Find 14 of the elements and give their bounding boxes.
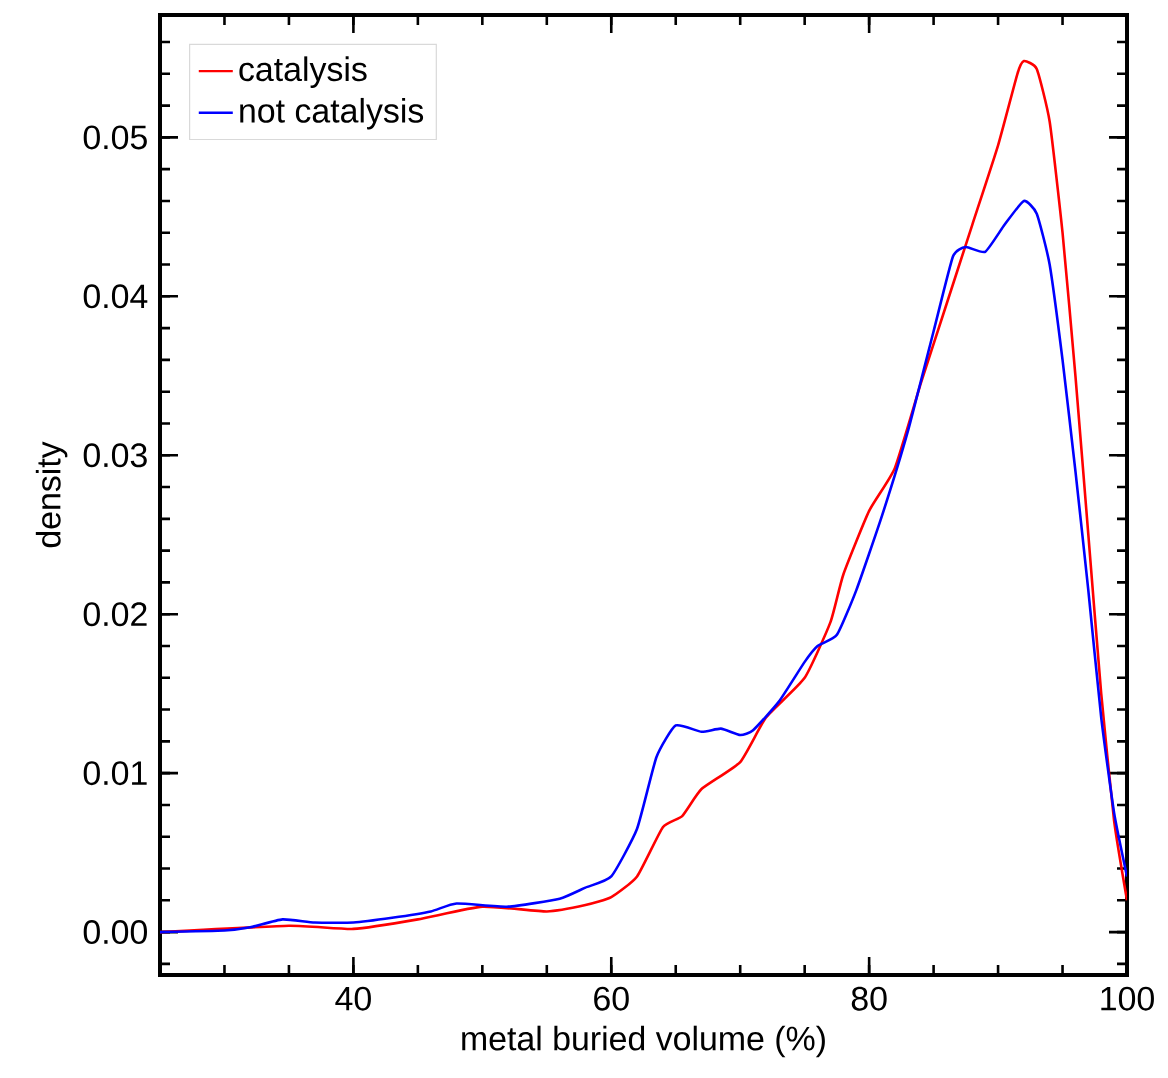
x-axis-title: metal buried volume (%) <box>462 1025 825 1058</box>
legend-label: catalysis <box>239 56 367 88</box>
x-tick-label: 60 <box>594 986 629 1011</box>
y-tick-label: 0.00 <box>83 920 147 945</box>
legend-label: not catalysis <box>240 97 424 130</box>
y-tick-label: 0.02 <box>83 602 147 627</box>
y-axis-title: density <box>35 441 68 548</box>
x-tick-label: 80 <box>851 986 887 1011</box>
y-tick-label: 0.03 <box>83 443 147 468</box>
y-tick-label: 0.04 <box>83 284 148 309</box>
x-tick-label: 100 <box>1101 986 1154 1011</box>
x-tick-label: 40 <box>335 986 371 1011</box>
y-tick-label: 0.01 <box>83 761 147 786</box>
y-tick-label: 0.05 <box>83 125 147 150</box>
